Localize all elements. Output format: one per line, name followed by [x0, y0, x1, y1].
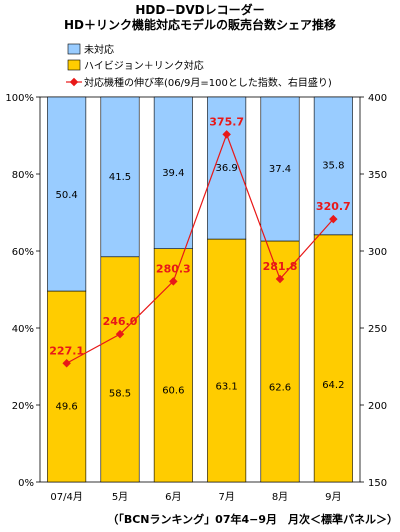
- y-tick-label-right: 200: [368, 401, 387, 412]
- y-tick-label-left: 20%: [12, 401, 34, 412]
- growth-label: 375.7: [209, 115, 244, 128]
- bar-label-unsupported: 39.4: [162, 168, 184, 179]
- bar-supported: [313, 234, 353, 483]
- legend-line-marker: [69, 77, 79, 87]
- bar-label-supported: 63.1: [216, 382, 238, 393]
- y-tick-label-left: 100%: [5, 93, 34, 104]
- legend: 未対応 ハイビジョン＋リンク対応 対応機種の伸び率(06/9月=100とした指数…: [66, 43, 332, 89]
- y-tick-label-right: 150: [368, 478, 387, 489]
- legend-label-supported: ハイビジョン＋リンク対応: [84, 59, 204, 72]
- y-tick-label-left: 0%: [18, 478, 34, 489]
- growth-point: [169, 277, 178, 286]
- y-tick-label-right: 400: [368, 93, 387, 104]
- legend-swatch-unsupported: [67, 43, 81, 55]
- bar-label-supported: 49.6: [56, 401, 78, 412]
- chart-subtitle: HD＋リンク機能対応モデルの販売台数シェア推移: [64, 17, 336, 32]
- growth-label: 281.8: [263, 260, 298, 273]
- bar-supported: [100, 256, 140, 483]
- bar-unsupported: [260, 96, 300, 242]
- growth-point: [275, 274, 285, 284]
- bar-supported: [207, 238, 247, 483]
- bar-unsupported: [313, 96, 353, 236]
- y-tick-label-right: 300: [368, 247, 387, 258]
- bar-unsupported: [153, 96, 193, 249]
- x-tick-label: 8月: [272, 491, 288, 503]
- y-tick-label-left: 60%: [12, 247, 34, 258]
- growth-point: [115, 329, 125, 339]
- bar-label-unsupported: 41.5: [109, 172, 131, 183]
- chart-title: HDD−DVDレコーダー: [135, 2, 264, 17]
- bar-label-supported: 60.6: [162, 385, 184, 396]
- bar-label-supported: 58.5: [109, 388, 131, 399]
- bar-label-supported: 62.6: [269, 382, 291, 393]
- y-tick-label-right: 350: [368, 170, 387, 181]
- source-note: （「BCNランキング」07年4−9月 月次＜標準パネル＞）: [107, 512, 398, 526]
- legend-swatch-supported: [67, 59, 81, 71]
- bar-label-supported: 64.2: [322, 380, 344, 391]
- growth-point: [329, 214, 338, 224]
- bar-label-unsupported: 35.8: [322, 161, 344, 172]
- y-axis-right: 150 200 250 300 350 400: [360, 93, 387, 489]
- x-axis: 07/4月 5月 6月 7月 8月 9月: [50, 491, 341, 503]
- bar-unsupported: [100, 96, 140, 258]
- growth-label: 280.3: [156, 262, 191, 275]
- growth-point: [222, 130, 231, 139]
- y-tick-label-left: 40%: [12, 324, 34, 335]
- growth-line: 227.1 246.0 280.3 375.7 281.8 320.7: [49, 115, 351, 368]
- bar-label-unsupported: 50.4: [56, 190, 78, 201]
- x-tick-label: 5月: [112, 491, 128, 503]
- bar-unsupported: [47, 96, 87, 292]
- x-tick-label: 9月: [325, 491, 341, 503]
- bar-label-unsupported: 37.4: [269, 164, 291, 175]
- x-tick-label: 07/4月: [50, 491, 82, 503]
- growth-line-path: [66, 132, 334, 364]
- bar-label-unsupported: 36.9: [216, 163, 238, 174]
- legend-label-growth: 対応機種の伸び率(06/9月=100とした指数、右目盛り): [84, 76, 332, 89]
- y-tick-label-right: 250: [368, 324, 387, 335]
- bars: 49.6 50.4 58.5 41.5 60.6 39.4 63.1 36.9 62.6 37.4…: [47, 96, 353, 483]
- y-axis-left: 0% 20% 40% 60% 80% 100%: [5, 93, 40, 489]
- bar-supported: [153, 248, 193, 483]
- x-tick-label: 7月: [218, 491, 234, 503]
- y-tick-label-left: 80%: [12, 170, 34, 181]
- growth-label: 320.7: [316, 200, 351, 213]
- bar-supported: [47, 290, 87, 483]
- growth-label: 246.0: [103, 315, 138, 328]
- x-tick-label: 6月: [165, 491, 181, 503]
- plot-area: [39, 96, 361, 483]
- growth-label: 227.1: [49, 344, 84, 357]
- legend-label-unsupported: 未対応: [84, 43, 114, 56]
